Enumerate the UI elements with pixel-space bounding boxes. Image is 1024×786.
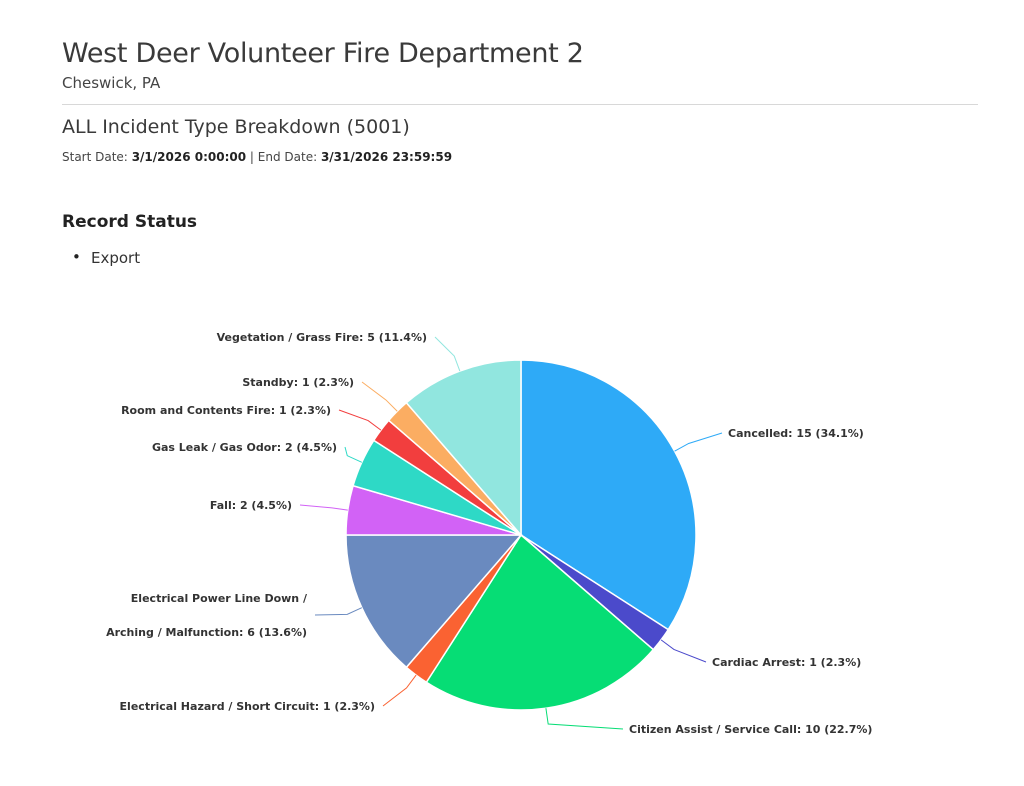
slice-label-line: Electrical Power Line Down /	[131, 592, 308, 605]
slice-label: Electrical Power Line Down / Arching / Ma…	[106, 592, 308, 639]
leader-line	[361, 381, 398, 412]
start-date-label: Start Date:	[62, 150, 128, 164]
leader-line	[299, 504, 348, 511]
pie-slice-citizen-assist-service-call[interactable]	[425, 533, 655, 711]
end-date-value: 3/31/2026 23:59:59	[320, 150, 453, 164]
header-divider	[62, 104, 978, 105]
leader-line	[382, 674, 417, 707]
slice-label: Vegetation / Grass Fire: 5 (11.4%)	[217, 331, 427, 344]
leader-line	[674, 432, 723, 452]
slice-label-line: Arching / Malfunction: 6 (13.6%)	[106, 626, 307, 639]
record-status-list: Export	[72, 248, 140, 267]
leader-line	[338, 409, 382, 431]
slice-label: Electrical Hazard / Short Circuit: 1 (2.…	[120, 700, 375, 713]
start-date-value: 3/1/2026 0:00:00	[131, 150, 247, 164]
end-date-label: End Date:	[257, 150, 318, 164]
slice-label: Cardiac Arrest: 1 (2.3%)	[712, 656, 861, 669]
slice-label: Room and Contents Fire: 1 (2.3%)	[121, 404, 331, 417]
slice-label: Citizen Assist / Service Call: 10 (22.7%…	[629, 723, 872, 736]
date-separator: |	[249, 150, 254, 164]
pie-slices	[345, 359, 697, 711]
leader-line	[660, 639, 707, 663]
pie-leader-lines	[299, 336, 723, 730]
leader-line	[314, 607, 363, 616]
department-title: West Deer Volunteer Fire Department 2	[62, 38, 584, 69]
leader-line	[545, 708, 624, 730]
pie-slice-cancelled[interactable]	[520, 359, 697, 631]
slice-label: Fall: 2 (4.5%)	[210, 499, 292, 512]
record-status-heading: Record Status	[62, 212, 198, 232]
slice-label: Gas Leak / Gas Odor: 2 (4.5%)	[152, 441, 337, 454]
department-location: Cheswick, PA	[62, 74, 161, 92]
slice-label: Standby: 1 (2.3%)	[242, 376, 354, 389]
leader-line	[434, 336, 461, 372]
date-range: Start Date: 3/1/2026 0:00:00 | End Date:…	[62, 150, 452, 164]
record-status-item-export[interactable]: Export	[72, 248, 140, 267]
slice-label: Cancelled: 15 (34.1%)	[728, 427, 864, 440]
report-title: ALL Incident Type Breakdown (5001)	[62, 116, 410, 138]
leader-line	[344, 446, 363, 463]
pie-labels: Cancelled: 15 (34.1%) Cardiac Arrest: 1 (…	[106, 331, 872, 736]
